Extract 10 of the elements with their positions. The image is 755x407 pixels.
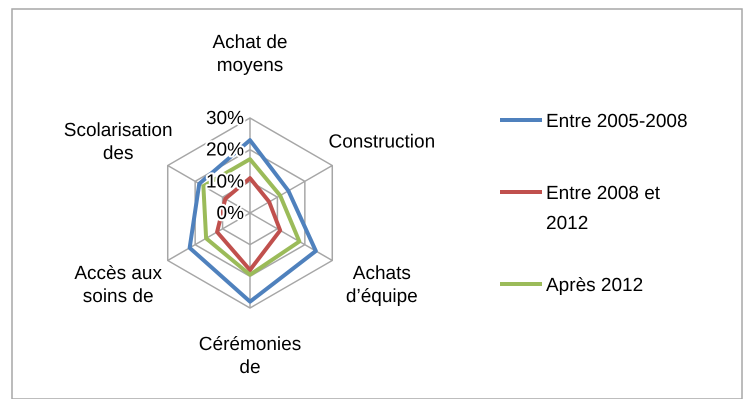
legend-label: Entre 2008 et 2012: [546, 183, 661, 234]
spoke-label: Construction: [328, 132, 436, 152]
spoke-label: Achat de moyens: [212, 32, 288, 76]
spoke-label: Cérémonies de: [198, 334, 302, 378]
spoke-label: Scolarisation des: [64, 120, 173, 164]
y-tick-label: 30%: [206, 108, 244, 129]
spoke-label: Achats d’équipe: [346, 263, 418, 307]
legend-label: Après 2012: [546, 275, 644, 296]
spoke-label: Accès aux soins de: [74, 263, 162, 307]
legend-label: Entre 2005-2008: [546, 111, 688, 132]
